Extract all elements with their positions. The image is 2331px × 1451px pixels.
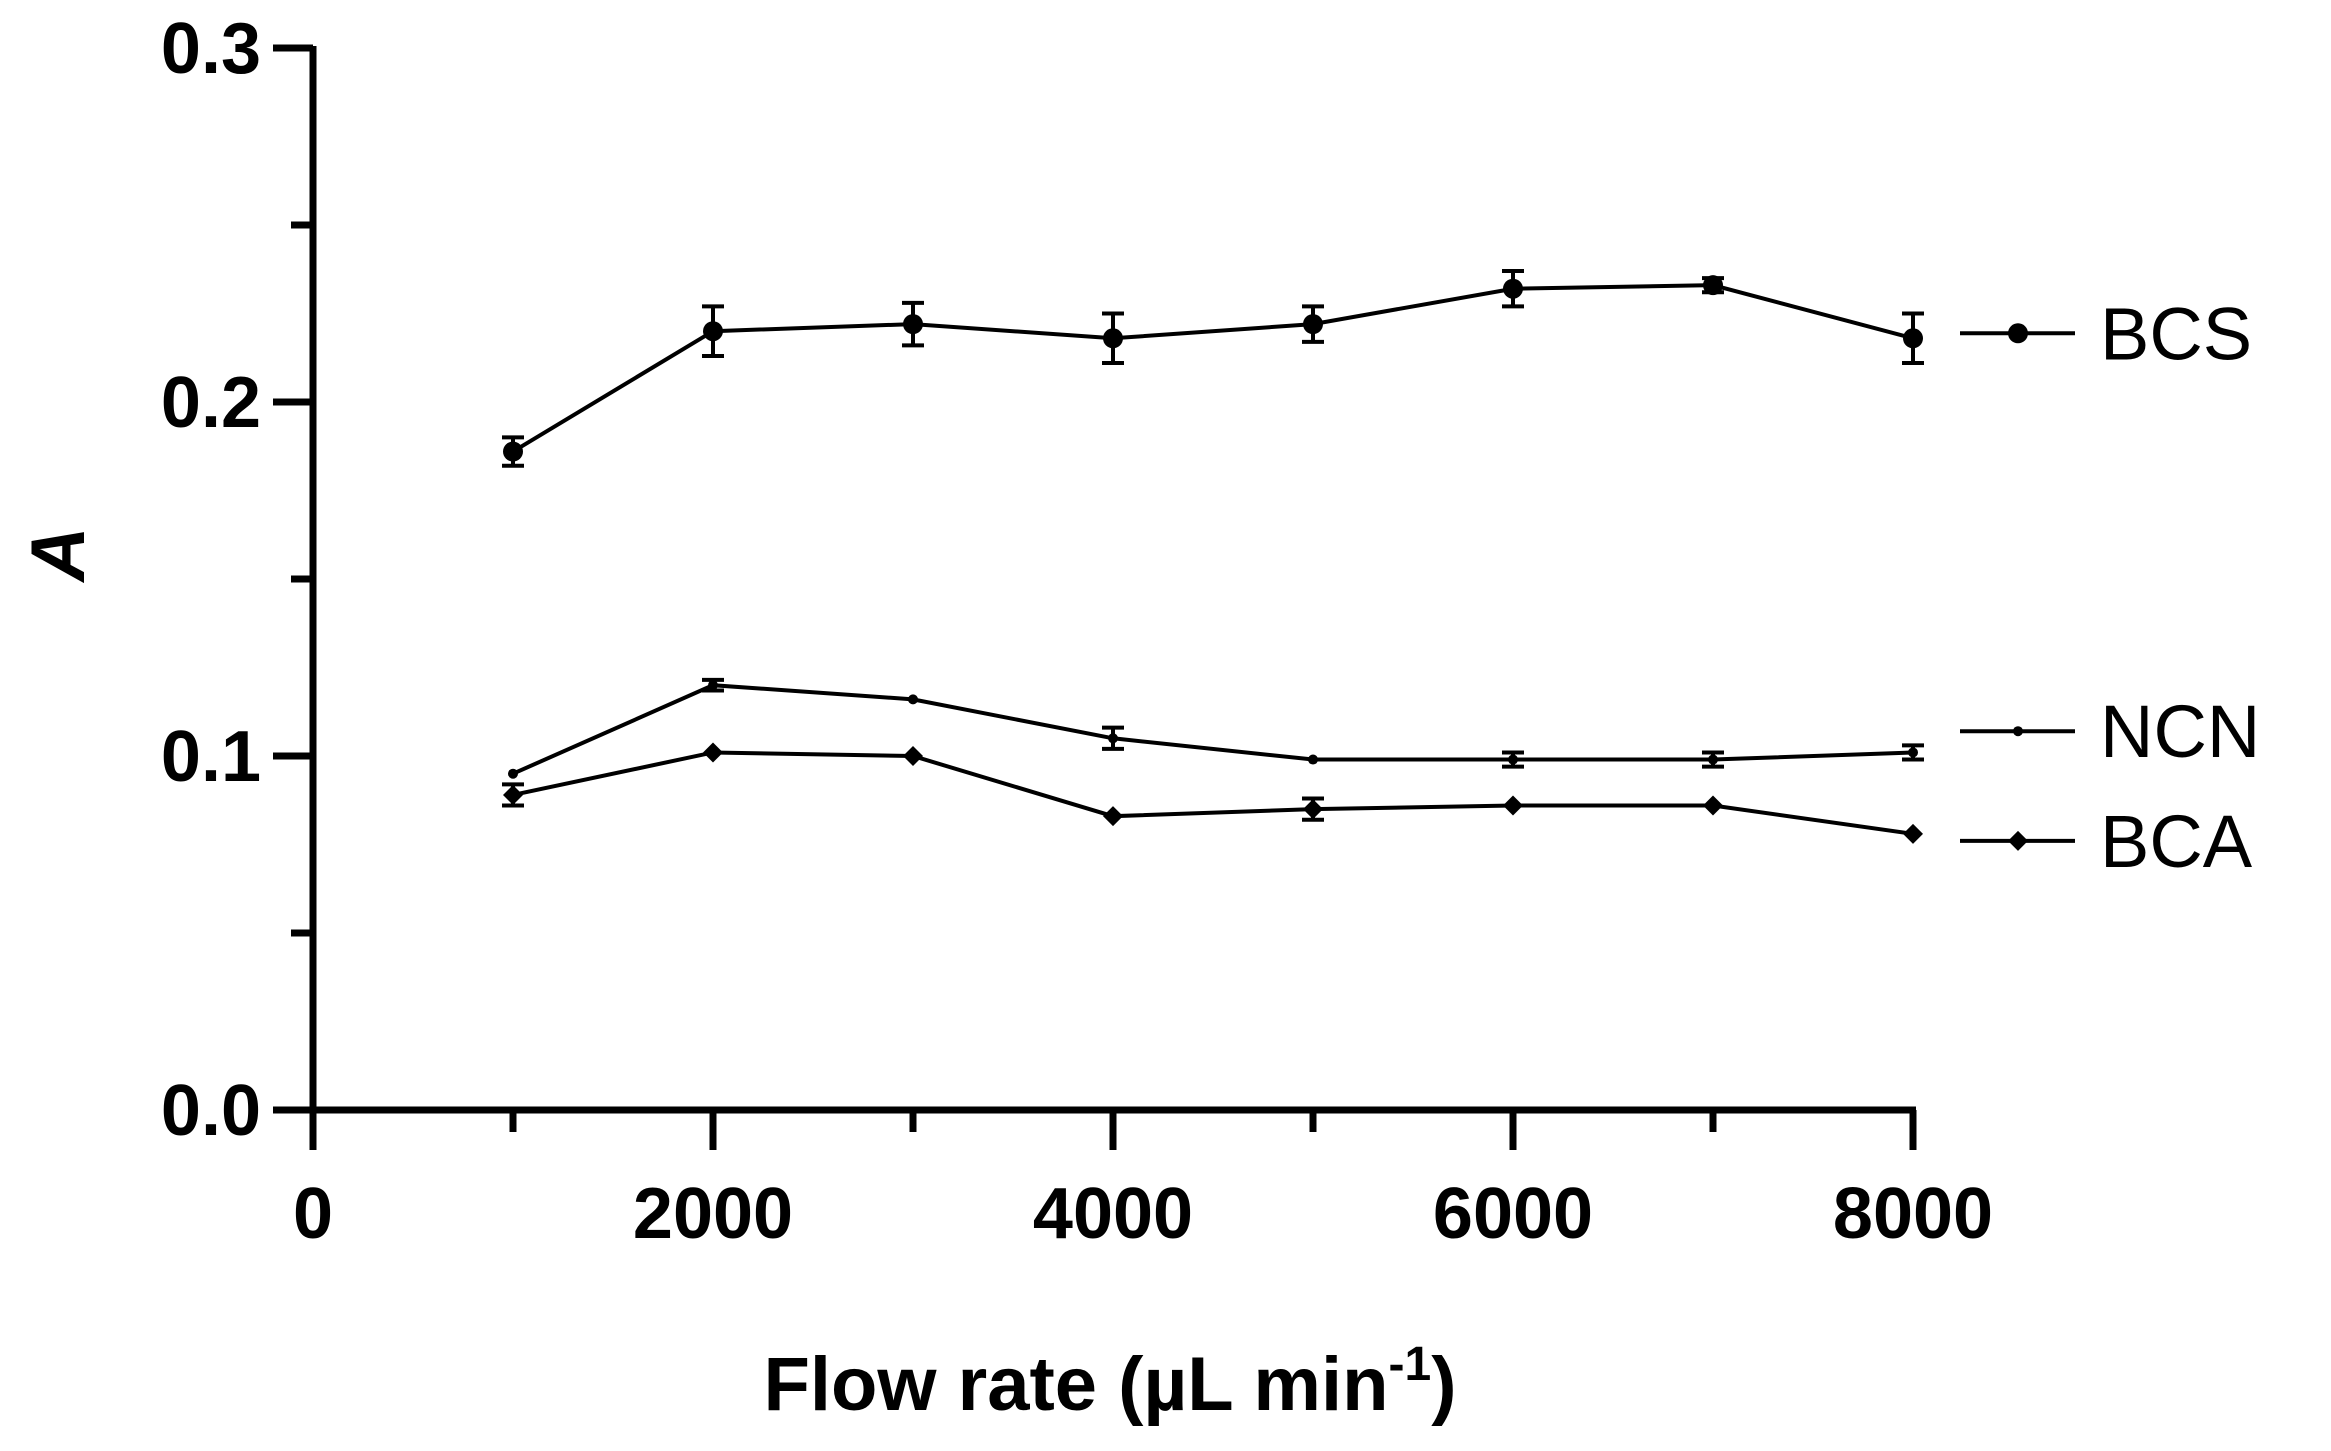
data-point <box>1503 795 1523 816</box>
data-point <box>1903 328 1923 349</box>
data-point <box>1503 278 1523 299</box>
y-axis-title: A <box>16 527 101 584</box>
series-line-ncn <box>512 683 1914 776</box>
x-axis-title: Flow rate (µL min-1) <box>763 1338 1456 1427</box>
x-axis-title-end: ) <box>1431 1342 1456 1427</box>
legend-entry-ncn: NCN <box>1960 690 2260 773</box>
y-tick-label: 0.2 <box>161 363 261 443</box>
data-point <box>1908 747 1918 758</box>
y-tick-label: 0.3 <box>161 9 261 89</box>
data-point <box>1103 806 1123 827</box>
data-point <box>1708 754 1718 765</box>
data-point <box>508 768 518 779</box>
x-tick-label: 6000 <box>1433 1174 1593 1254</box>
series-layer <box>502 269 1924 844</box>
legend-entry-bcs: BCS <box>1960 292 2252 375</box>
data-point <box>903 314 923 335</box>
series-bca <box>502 742 1923 844</box>
x-tick-label: 2000 <box>633 1174 793 1254</box>
data-point <box>908 694 918 705</box>
legend-marker <box>2008 830 2028 851</box>
legend: BCS NCN BCA <box>1960 292 2260 883</box>
series-bcs <box>502 269 1924 468</box>
x-axis-title-main: Flow rate (µL min <box>763 1342 1388 1427</box>
legend-marker <box>2008 323 2028 344</box>
data-point <box>708 680 718 691</box>
data-point <box>1303 314 1323 335</box>
data-point <box>703 321 723 342</box>
series-line-bcs <box>511 283 1914 454</box>
data-point <box>1903 823 1923 844</box>
series-line-bca <box>512 750 1914 836</box>
y-tick-label: 0.1 <box>161 717 261 797</box>
series-ncn <box>508 677 1924 779</box>
legend-entry-bca: BCA <box>1960 800 2253 883</box>
data-point <box>703 742 723 763</box>
legend-label: NCN <box>2100 690 2260 773</box>
data-point <box>1103 328 1123 349</box>
data-point <box>1508 754 1518 765</box>
data-point <box>903 746 923 766</box>
data-point <box>1703 795 1723 816</box>
data-point <box>503 441 523 462</box>
axes: 0.0 0.1 0.2 0.3 0 2000 4000 6000 8000 <box>161 9 1993 1254</box>
data-point <box>1303 799 1323 820</box>
x-axis-title-superscript: -1 <box>1389 1338 1432 1391</box>
legend-label: BCS <box>2100 292 2252 375</box>
y-tick-label: 0.0 <box>161 1071 261 1151</box>
data-point <box>1703 275 1723 296</box>
legend-label: BCA <box>2100 800 2253 883</box>
data-point <box>1108 733 1118 744</box>
x-tick-label: 8000 <box>1833 1174 1993 1254</box>
data-point <box>503 784 523 805</box>
data-point <box>1308 754 1318 765</box>
x-tick-label: 4000 <box>1033 1174 1193 1254</box>
legend-marker <box>2013 726 2023 737</box>
x-tick-label: 0 <box>293 1174 333 1254</box>
